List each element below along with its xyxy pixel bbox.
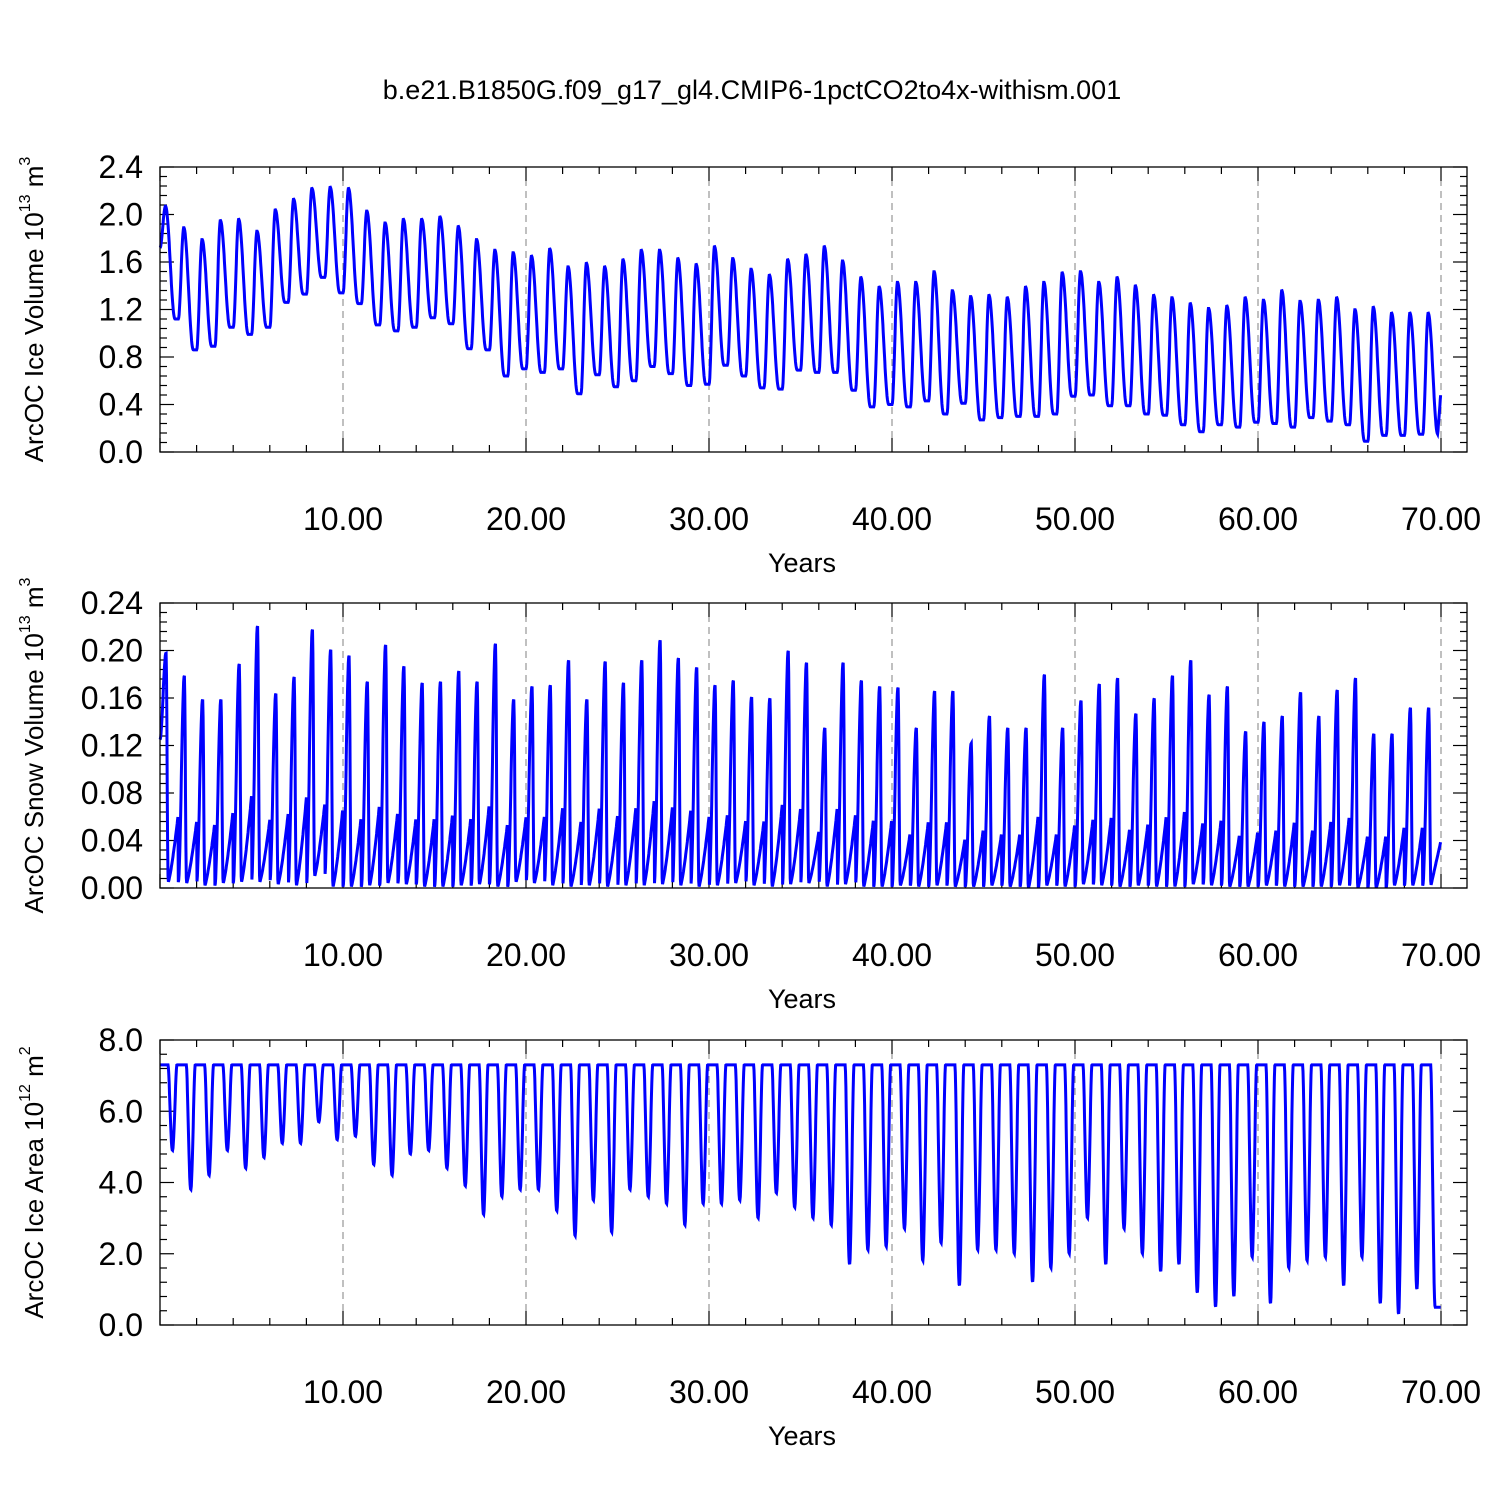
y-tick-label: 4.0 [99, 1165, 143, 1201]
x-tick-label: 50.00 [1035, 501, 1115, 537]
y-tick-label: 2.4 [99, 149, 143, 185]
x-tick-label: 40.00 [852, 937, 932, 973]
y-tick-label: 0.08 [81, 775, 143, 811]
y-tick-label: 0.04 [81, 823, 143, 859]
y-tick-label: 0.8 [99, 339, 143, 375]
x-tick-label: 40.00 [852, 1374, 932, 1410]
y-tick-label: 1.6 [99, 244, 143, 280]
x-tick-label: 50.00 [1035, 1374, 1115, 1410]
x-tick-label: 60.00 [1218, 937, 1298, 973]
y-axis-label: ArcOC Ice Volume 1013 m3 [17, 157, 49, 463]
x-axis-label: Years [768, 984, 836, 1014]
x-tick-label: 60.00 [1218, 1374, 1298, 1410]
x-axis-label: Years [768, 1421, 836, 1451]
series-line [158, 625, 1443, 889]
panel-ice-area: 0.0 2.0 4.0 6.0 8.0 10.00 20.00 30.00 40.00 50.0… [17, 1022, 1481, 1451]
x-tick-label: 10.00 [303, 1374, 383, 1410]
y-tick-label: 0.12 [81, 728, 143, 764]
grid-lines [342, 1040, 1442, 1325]
x-tick-label: 30.00 [669, 1374, 749, 1410]
panel-ice-volume: 0.0 0.4 0.8 1.2 1.6 2.0 2.4 10.00 20.00 30.00 40.… [17, 149, 1481, 578]
series-line [158, 185, 1443, 443]
y-tick-label: 2.0 [99, 1236, 143, 1272]
x-tick-label: 20.00 [486, 1374, 566, 1410]
x-tick-labels: 10.00 20.00 30.00 40.00 50.00 60.00 70.00 [303, 501, 1481, 537]
y-tick-label: 0.0 [99, 434, 143, 470]
y-tick-label: 2.0 [99, 197, 143, 233]
x-tick-labels: 10.00 20.00 30.00 40.00 50.00 60.00 70.00 [303, 1374, 1481, 1410]
y-tick-label: 0.00 [81, 870, 143, 906]
panel-snow-volume: 0.00 0.04 0.08 0.12 0.16 0.20 0.24 10.00 20.00 3… [17, 577, 1481, 1014]
y-tick-label: 0.20 [81, 633, 143, 669]
plot-frame [159, 602, 1468, 889]
x-tick-label: 50.00 [1035, 937, 1115, 973]
y-tick-label: 0.4 [99, 387, 143, 423]
x-tick-label: 70.00 [1401, 1374, 1481, 1410]
x-tick-label: 60.00 [1218, 501, 1298, 537]
x-tick-label: 30.00 [669, 501, 749, 537]
x-tick-label: 10.00 [303, 937, 383, 973]
x-tick-label: 20.00 [486, 501, 566, 537]
figure-title: b.e21.B1850G.f09_g17_gl4.CMIP6-1pctCO2to… [383, 75, 1121, 105]
axis-ticks [159, 602, 1467, 889]
y-tick-label: 1.2 [99, 292, 143, 328]
y-tick-label: 6.0 [99, 1093, 143, 1129]
axis-ticks [159, 166, 1467, 453]
y-tick-labels: 0.0 0.4 0.8 1.2 1.6 2.0 2.4 [99, 149, 143, 470]
y-tick-label: 0.16 [81, 680, 143, 716]
plot-frame [159, 1039, 1468, 1326]
y-tick-label: 8.0 [99, 1022, 143, 1058]
x-tick-label: 30.00 [669, 937, 749, 973]
x-tick-label: 20.00 [486, 937, 566, 973]
x-tick-label: 40.00 [852, 501, 932, 537]
x-tick-label: 70.00 [1401, 937, 1481, 973]
plot-frame [159, 166, 1468, 453]
y-axis-label: ArcOC Ice Area 1012 m2 [17, 1046, 49, 1318]
y-axis-label: ArcOC Snow Volume 1013 m3 [17, 577, 49, 913]
x-tick-label: 70.00 [1401, 501, 1481, 537]
y-tick-labels: 0.00 0.04 0.08 0.12 0.16 0.20 0.24 [81, 585, 143, 906]
x-tick-labels: 10.00 20.00 30.00 40.00 50.00 60.00 70.00 [303, 937, 1481, 973]
series-line [160, 1063, 1441, 1315]
x-tick-label: 10.00 [303, 501, 383, 537]
y-tick-labels: 0.0 2.0 4.0 6.0 8.0 [99, 1022, 143, 1343]
y-tick-label: 0.24 [81, 585, 143, 621]
y-tick-label: 0.0 [99, 1307, 143, 1343]
x-axis-label: Years [768, 548, 836, 578]
